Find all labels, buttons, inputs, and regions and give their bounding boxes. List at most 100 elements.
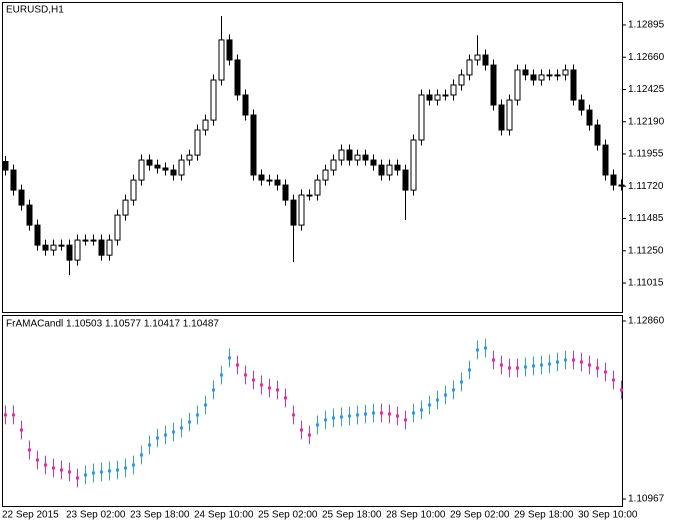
indicator-label: FrAMACandl 1.10503 1.10577 1.10417 1.104… (6, 319, 219, 330)
candle-body (146, 159, 153, 166)
candle-body (394, 164, 401, 171)
candle-body (74, 239, 81, 261)
candle-body (266, 179, 273, 182)
indicator-body (212, 388, 215, 392)
symbol-label: EURUSD,H1 (6, 5, 64, 16)
candle-body (354, 154, 361, 161)
indicator-body (332, 416, 335, 420)
indicator-body (44, 463, 47, 467)
indicator-body (612, 378, 615, 382)
indicator-body (372, 411, 375, 415)
candle-body (290, 199, 297, 226)
indicator-body (132, 463, 135, 467)
candle-body (370, 159, 377, 166)
indicator-body (20, 428, 23, 432)
candle-body (194, 129, 201, 156)
candle-body (154, 164, 161, 169)
candle-body (538, 74, 545, 81)
candle-body (298, 194, 305, 226)
candle-body (618, 184, 625, 187)
indicator-body (76, 476, 79, 480)
candle-body (346, 149, 353, 161)
candle-body (10, 169, 17, 191)
indicator-body (588, 363, 591, 367)
candle-body (586, 109, 593, 126)
candle-body (202, 119, 209, 131)
x-tick-label: 25 Sep 18:00 (322, 510, 382, 521)
candle-body (482, 54, 489, 66)
indicator-body (308, 433, 311, 437)
indicator-body (228, 356, 231, 360)
candle-body (490, 64, 497, 106)
candle-body (522, 69, 529, 76)
indicator-body (556, 360, 559, 364)
candle-body (90, 239, 97, 242)
candle-body (42, 244, 49, 251)
indicator-body (388, 412, 391, 416)
candle-body (186, 154, 193, 161)
candle-body (26, 204, 33, 226)
y-tick-label: 1.11720 (628, 181, 664, 192)
candle-body (2, 161, 9, 171)
candle-body (282, 184, 289, 201)
indicator-body (572, 358, 575, 362)
candle-body (330, 159, 337, 171)
candle-body (106, 239, 113, 256)
indicator-body (444, 393, 447, 397)
candle-body (34, 224, 41, 246)
candle-body (466, 59, 473, 76)
indicator-body (396, 414, 399, 418)
candle-body (122, 199, 129, 216)
y-tick-label: 1.10967 (628, 494, 665, 505)
candle-body (306, 194, 313, 197)
indicator-body (236, 363, 239, 367)
indicator-body (156, 436, 159, 440)
indicator-body (60, 468, 63, 472)
indicator-body (492, 358, 495, 362)
indicator-body (100, 470, 103, 474)
candle-body (170, 169, 177, 176)
candle-body (570, 69, 577, 101)
candle-body (602, 144, 609, 176)
y-tick-label: 1.11250 (628, 245, 664, 256)
candle-body (66, 244, 73, 261)
indicator-body (108, 469, 111, 473)
candle-body (226, 39, 233, 61)
indicator-body (268, 386, 271, 390)
indicator-body (468, 368, 471, 372)
candle-body (450, 84, 457, 96)
indicator-body (140, 453, 143, 457)
indicator-body (476, 348, 479, 352)
candle-body (162, 167, 169, 171)
indicator-body (508, 366, 511, 370)
candle-body (274, 179, 281, 186)
y-tick-label: 1.11955 (628, 149, 664, 160)
indicator-body (412, 411, 415, 415)
candle-body (546, 74, 553, 77)
indicator-body (356, 413, 359, 417)
indicator-pane (2, 315, 623, 507)
candle-body (474, 54, 481, 61)
candle-body (554, 74, 561, 77)
candle-body (130, 179, 137, 201)
candle-body (138, 159, 145, 181)
indicator-body (484, 346, 487, 350)
x-tick-label: 29 Sep 18:00 (514, 510, 574, 521)
indicator-body (324, 418, 327, 422)
indicator-body (548, 362, 551, 366)
indicator-body (540, 363, 543, 367)
indicator-body (196, 413, 199, 417)
candle-body (322, 169, 329, 181)
x-tick-label: 30 Sep 10:00 (578, 510, 638, 521)
indicator-body (36, 458, 39, 462)
indicator-body (420, 408, 423, 412)
candle-body (410, 139, 417, 191)
y-tick-label: 1.12895 (628, 20, 665, 31)
x-tick-label: 28 Sep 10:00 (386, 510, 446, 521)
indicator-body (596, 366, 599, 370)
candle-body (178, 159, 185, 176)
candle-body (434, 94, 441, 101)
y-tick-label: 1.12860 (628, 316, 665, 327)
x-tick-label: 25 Sep 02:00 (258, 510, 318, 521)
indicator-body (188, 420, 191, 424)
